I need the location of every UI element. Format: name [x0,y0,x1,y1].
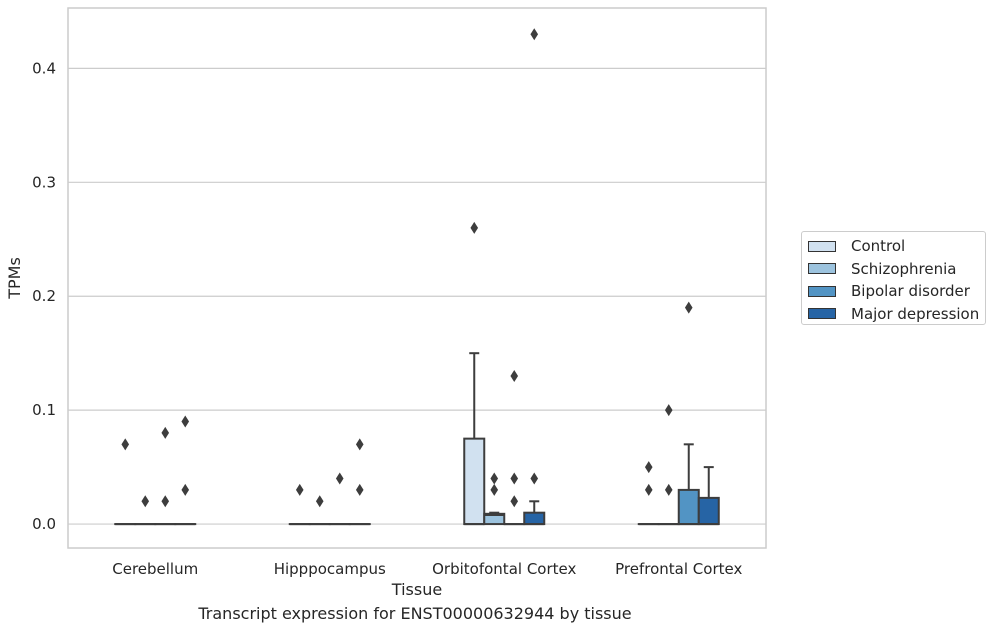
chart-legend: Control Schizophrenia Bipolar disorder Majo… [801,231,986,325]
outlier-point [315,495,324,508]
box-cerebellum-major-depression [174,415,197,526]
outlier-point [490,472,499,485]
box-body [697,496,720,526]
legend-label: Control [851,237,906,256]
legend-item: Major depression [808,303,985,326]
chart-caption: Transcript expression for ENST0000063294… [198,604,632,623]
box-hipppocampus-control [288,483,311,526]
outlier-point [644,461,653,474]
x-tick-label: Orbitofontal Cortex [432,560,576,578]
box-hipppocampus-schizophrenia [308,495,331,526]
box-prefrontal-cortex-control [637,461,660,526]
outlier-point [684,301,693,314]
box-orbitofontal-cortex-major-depression [523,28,546,526]
outlier-point [490,483,499,496]
x-tick-label: Cerebellum [112,560,198,578]
outlier-point [161,495,170,508]
x-tick-label: Hipppocampus [274,560,386,578]
y-tick-label: 0.1 [32,401,56,419]
box-prefrontal-cortex-bipolar-disorder [677,301,700,526]
x-tick-label: Prefrontal Cortex [615,560,742,578]
y-tick-label: 0.0 [32,515,56,533]
box-prefrontal-cortex-major-depression [697,466,720,526]
box-orbitofontal-cortex-bipolar-disorder [503,369,526,526]
y-tick-label: 0.3 [32,173,56,191]
outlier-point [161,426,170,439]
outlier-point [181,415,190,428]
outlier-point [141,495,150,508]
y-tick-label: 0.4 [32,59,56,77]
outlier-point [644,483,653,496]
outlier-point [510,495,519,508]
legend-label: Bipolar disorder [851,282,970,301]
outlier-point [121,438,130,451]
box-body [463,437,486,526]
box-cerebellum-control [114,438,137,526]
plot-frame [67,7,767,549]
box-body [677,488,700,526]
outlier-point [181,483,190,496]
box-hipppocampus-major-depression [348,438,371,526]
outlier-point [530,472,539,485]
legend-item: Bipolar disorder [808,280,985,303]
y-tick-label: 0.2 [32,287,56,305]
box-body [523,511,546,526]
legend-label: Schizophrenia [851,259,957,278]
x-axis-label: Tissue [391,580,442,599]
outlier-point [335,472,344,485]
legend-item: Control [808,235,985,258]
legend-swatch [808,308,836,320]
outlier-point [355,483,364,496]
outlier-point [664,404,673,417]
outlier-point [510,472,519,485]
box-cerebellum-bipolar-disorder [154,426,177,526]
box-cerebellum-schizophrenia [134,495,157,526]
y-axis-label: TPMs [5,257,24,300]
box-prefrontal-cortex-schizophrenia [657,404,680,526]
legend-label: Major depression [851,304,980,323]
outlier-point [470,221,479,234]
legend-swatch [808,285,836,297]
outlier-point [295,483,304,496]
box-hipppocampus-bipolar-disorder [328,472,351,526]
box-orbitofontal-cortex-schizophrenia [483,472,506,526]
outlier-point [510,369,519,382]
outlier-point [355,438,364,451]
outlier-point [530,28,539,41]
outlier-point [664,483,673,496]
legend-swatch [808,263,836,275]
legend-swatch [808,240,836,252]
box-orbitofontal-cortex-control [463,221,486,526]
legend-item: Schizophrenia [808,258,985,281]
